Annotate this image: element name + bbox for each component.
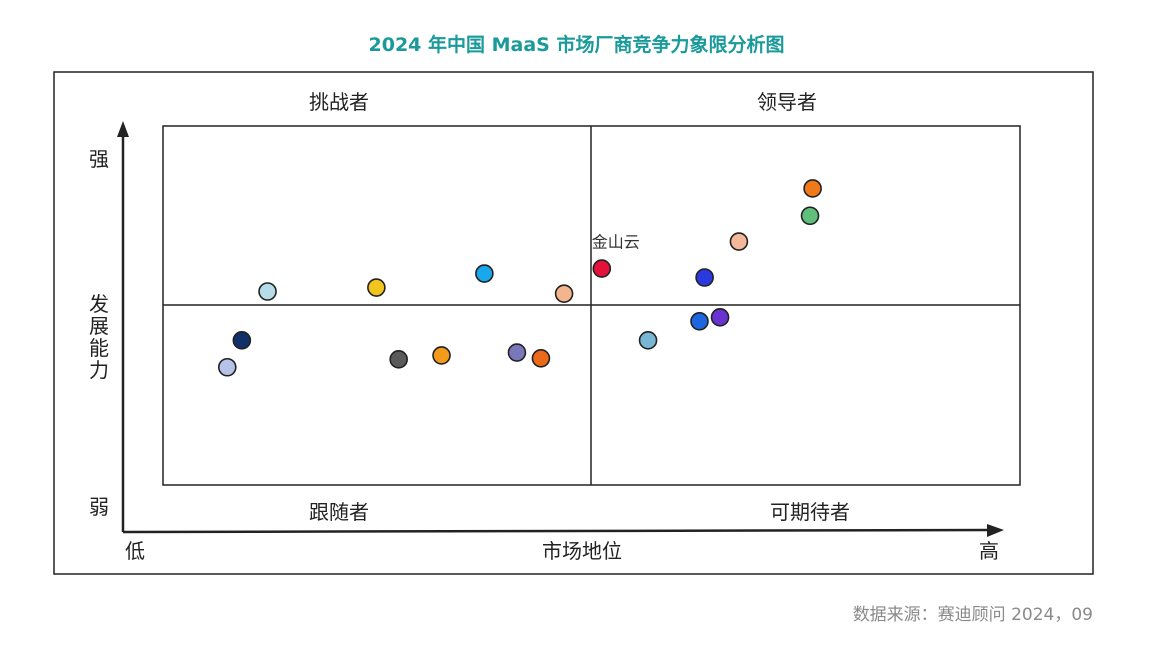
vendor-point-15 [389,350,408,369]
x-axis-high-label: 高 [979,539,999,563]
x-axis-line [122,528,991,534]
quadrant-label-leader: 领导者 [757,90,817,114]
vendor-point-3 [729,232,749,251]
vendor-point-5 [695,268,714,287]
vendor-point-10 [554,284,574,303]
y-axis-title-text: 发展能力 [89,292,109,382]
x-axis-low-label: 低 [125,539,145,563]
vendor-point-18 [531,348,551,368]
y-axis-low-label: 弱 [89,495,109,519]
vendor-point-4 [592,259,612,278]
vendor-point-14 [217,357,237,377]
points-layer: 金山云 [217,179,822,377]
vendor-point-12 [258,282,277,301]
x-axis-arrow [987,524,1004,537]
vendor-point-13 [232,331,252,350]
vendor-point-16 [432,346,451,365]
vendor-point-11 [367,278,386,297]
quadrant-label-challenger: 挑战者 [309,90,369,114]
vendor-point-9 [475,264,494,283]
y-axis-arrow [117,121,129,137]
quadrant-label-follower: 跟随者 [309,500,369,524]
source-note: 数据来源：赛迪顾问 2024，09 [852,605,1093,625]
vendor-point-1 [803,179,822,198]
quadrant-label-promising: 可期待者 [770,500,850,524]
x-axis-title: 市场地位 [542,539,622,563]
y-axis-high-label: 强 [89,147,109,171]
y-axis-title: 发展能力 [89,292,109,382]
outer-frame [53,71,1094,575]
vendor-point-17 [507,343,527,362]
vendor-point-2 [800,206,820,226]
vendor-label-4: 金山云 [592,233,640,252]
vendor-point-6 [710,308,730,327]
vendor-point-7 [690,311,709,331]
chart-title: 2024 年中国 MaaS 市场厂商竞争力象限分析图 [368,34,785,56]
vendor-point-8 [638,331,658,350]
